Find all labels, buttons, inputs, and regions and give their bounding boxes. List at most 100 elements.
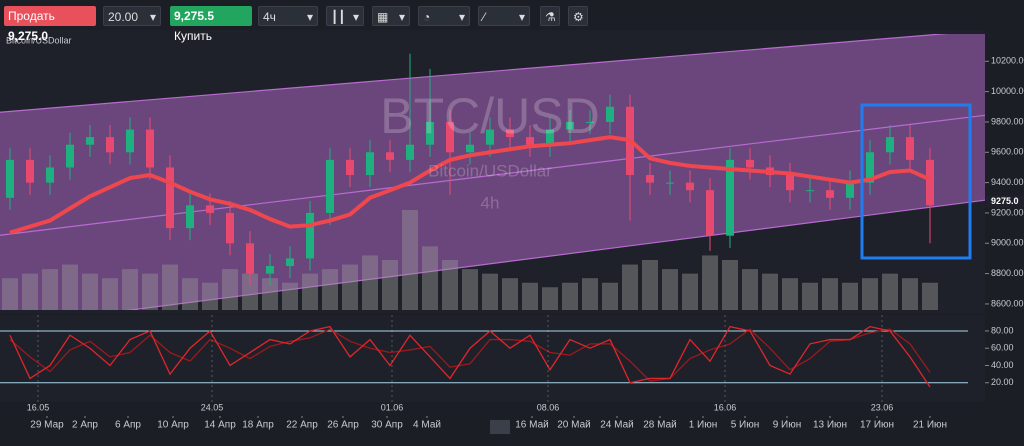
current-price-box <box>986 195 1024 208</box>
x2-tick-label: 24 Май <box>600 420 634 431</box>
x2-tick-label: 20 Май <box>557 420 591 431</box>
volume-bar <box>562 282 578 310</box>
scroll-handle[interactable] <box>490 420 510 434</box>
volume-bar <box>502 278 518 310</box>
indicators-button[interactable]: ▦ ▾ <box>372 6 410 26</box>
candle-body <box>506 129 514 138</box>
sell-price: 9,275.0 <box>8 29 49 43</box>
candle-body <box>866 152 874 183</box>
settings-button[interactable]: ⚙ <box>568 6 588 26</box>
candle-body <box>386 152 394 160</box>
x-tick-label: 01.06 <box>381 402 404 412</box>
buy-price: 9,275.5 <box>174 9 215 23</box>
candle-body <box>146 129 154 168</box>
volume-bar <box>102 278 118 310</box>
volume-bar <box>142 273 158 310</box>
osc-y-tick-label: 80.00 <box>991 325 1014 335</box>
x2-tick-label: 30 Апр <box>371 420 403 431</box>
candle-body <box>226 212 234 244</box>
volume-bar <box>422 246 438 310</box>
y-tick-label: 9200.00 <box>991 207 1024 217</box>
candle-body <box>746 159 754 168</box>
x2-tick-label: 6 Апр <box>115 420 141 431</box>
candle-body <box>6 159 14 198</box>
volume-bar <box>342 264 358 310</box>
candle-body <box>346 159 354 176</box>
candle-body <box>566 121 574 130</box>
volume-bar <box>182 278 198 310</box>
x2-tick-label: 2 Апр <box>72 420 98 431</box>
x2-tick-label: 18 Апр <box>242 420 274 431</box>
highlight-box <box>860 103 972 260</box>
timeframe: 4ч <box>263 10 276 24</box>
volume-bar <box>722 260 738 310</box>
volume-bar <box>542 287 558 310</box>
volume-bar <box>762 273 778 310</box>
volume-bar <box>202 282 218 310</box>
watermark-interval: 4h <box>481 193 500 212</box>
candle-body <box>266 266 274 274</box>
clock-button[interactable]: ◔ ▾ <box>418 6 470 26</box>
channel-lower <box>126 199 985 310</box>
volume-bar <box>42 269 58 310</box>
volume-bar <box>462 269 478 310</box>
candle-body <box>666 182 674 184</box>
x2-tick-label: 17 Июн <box>860 420 894 431</box>
osc-y-tick-label: 60.00 <box>991 343 1014 353</box>
oscillator-k <box>9 325 931 388</box>
x-tick-label: 24.05 <box>201 402 224 412</box>
volume-bar <box>222 269 238 310</box>
candle-body <box>486 129 494 145</box>
sell-button[interactable]: Продать 9,275.0 <box>4 6 96 43</box>
candle-body <box>906 137 914 160</box>
candle-body <box>606 106 614 122</box>
x2-tick-label: 29 Мар <box>30 420 64 431</box>
candle-body <box>586 121 594 123</box>
timeframe-select[interactable]: 4ч ▾ <box>258 6 318 26</box>
x2-tick-label: 1 Июн <box>689 420 718 431</box>
volume-bar <box>482 273 498 310</box>
x-tick-label: 16.06 <box>714 402 737 412</box>
volume-bar <box>362 255 378 310</box>
volume-bar <box>282 282 298 310</box>
volume-bar <box>702 255 718 310</box>
x-tick-label: 16.05 <box>27 402 50 412</box>
buy-label: Купить <box>174 29 212 43</box>
candle-body <box>286 258 294 267</box>
watermark-subtitle: Bitcoin/USDollar <box>428 161 552 180</box>
volume-bar <box>642 260 658 310</box>
candle-body <box>166 167 174 229</box>
candle-body <box>186 205 194 229</box>
volume-bar <box>622 264 638 310</box>
channel-upper <box>0 34 949 113</box>
y-tick-label: 10000.00 <box>991 86 1024 96</box>
candle-body <box>246 243 254 274</box>
candle-body <box>406 144 414 160</box>
candle-body <box>706 190 714 236</box>
y-tick-label: 9400.00 <box>991 177 1024 187</box>
x2-tick-label: 9 Июн <box>773 420 802 431</box>
candle-body <box>926 159 934 206</box>
volume-bar <box>822 278 838 310</box>
volume-bar <box>2 278 18 310</box>
lab-button[interactable]: ⚗ <box>540 6 560 26</box>
y-tick-label: 8800.00 <box>991 268 1024 278</box>
candle-body <box>66 144 74 168</box>
x2-tick-label: 5 Июн <box>731 420 760 431</box>
candle-body <box>446 121 454 153</box>
candle-body <box>806 190 814 192</box>
candle-body <box>366 152 374 176</box>
oscillator-pane <box>0 315 985 402</box>
chart-type-button[interactable]: ┃┃ ▾ <box>326 6 364 26</box>
volume-bar <box>782 278 798 310</box>
volume-bar <box>662 269 678 310</box>
volume-bar <box>682 273 698 310</box>
draw-button[interactable]: ⁄ ▾ <box>478 6 530 26</box>
quantity-input[interactable]: 20.00 ▾ <box>103 6 161 26</box>
buy-button[interactable]: 9,275.5 Купить <box>170 6 252 43</box>
volume-bar <box>262 278 278 310</box>
candle-body <box>206 205 214 213</box>
volume-bar <box>122 269 138 310</box>
candle-body <box>646 175 654 183</box>
volume-bar <box>162 264 178 310</box>
